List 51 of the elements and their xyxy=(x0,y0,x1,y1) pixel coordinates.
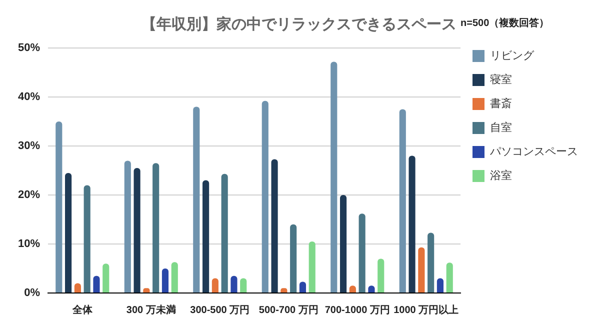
bar xyxy=(408,156,416,292)
bar xyxy=(230,276,238,292)
y-tick-label: 50% xyxy=(18,42,40,54)
x-tick-label: 500-700 万円 xyxy=(258,304,318,316)
bar xyxy=(299,282,306,292)
bar xyxy=(56,122,62,292)
x-tick-label: 700-1000 万円 xyxy=(324,304,390,316)
legend-label: 寝室 xyxy=(490,73,512,86)
bar xyxy=(65,172,72,292)
x-tick-label: 1000 万円以上 xyxy=(394,304,459,316)
legend-title: n=500（複数回答） xyxy=(460,16,550,29)
bar xyxy=(240,278,247,292)
bar xyxy=(262,100,268,292)
chart-title: 【年収別】家の中でリラックスできるスペース xyxy=(142,15,456,34)
bar xyxy=(271,159,278,292)
bar xyxy=(446,262,453,292)
y-tick-label: 20% xyxy=(18,189,40,202)
bar xyxy=(221,174,228,292)
bar xyxy=(399,109,406,292)
bar xyxy=(290,224,297,292)
y-tick-label: 0% xyxy=(24,287,40,300)
bar xyxy=(84,185,90,292)
legend-label: パソコンスペース xyxy=(489,146,578,158)
bar xyxy=(171,262,178,292)
bar xyxy=(124,160,131,292)
bar xyxy=(134,168,140,292)
bar xyxy=(162,268,169,292)
bar xyxy=(212,278,218,292)
legend-label: 自室 xyxy=(490,121,512,134)
y-tick-label: 10% xyxy=(18,238,40,250)
bar xyxy=(102,264,110,292)
x-tick-label: 300 万未満 xyxy=(126,304,176,316)
x-tick-label: 全体 xyxy=(71,304,94,316)
legend-label: リビング xyxy=(490,50,535,62)
bar xyxy=(428,232,434,292)
bar xyxy=(340,195,347,292)
bar xyxy=(93,276,100,292)
y-tick-label: 40% xyxy=(18,91,40,104)
bar xyxy=(330,62,338,292)
bar xyxy=(152,163,160,292)
x-tick-label: 300-500 万円 xyxy=(190,304,250,316)
bar xyxy=(378,258,384,292)
legend-label: 浴室 xyxy=(490,169,512,182)
bar xyxy=(202,180,210,292)
bar xyxy=(418,247,425,292)
bar xyxy=(436,278,444,292)
y-tick-label: 30% xyxy=(18,140,40,152)
bar xyxy=(308,242,316,292)
bar xyxy=(193,106,200,292)
bar xyxy=(358,214,366,292)
legend-label: 書斎 xyxy=(490,97,512,110)
